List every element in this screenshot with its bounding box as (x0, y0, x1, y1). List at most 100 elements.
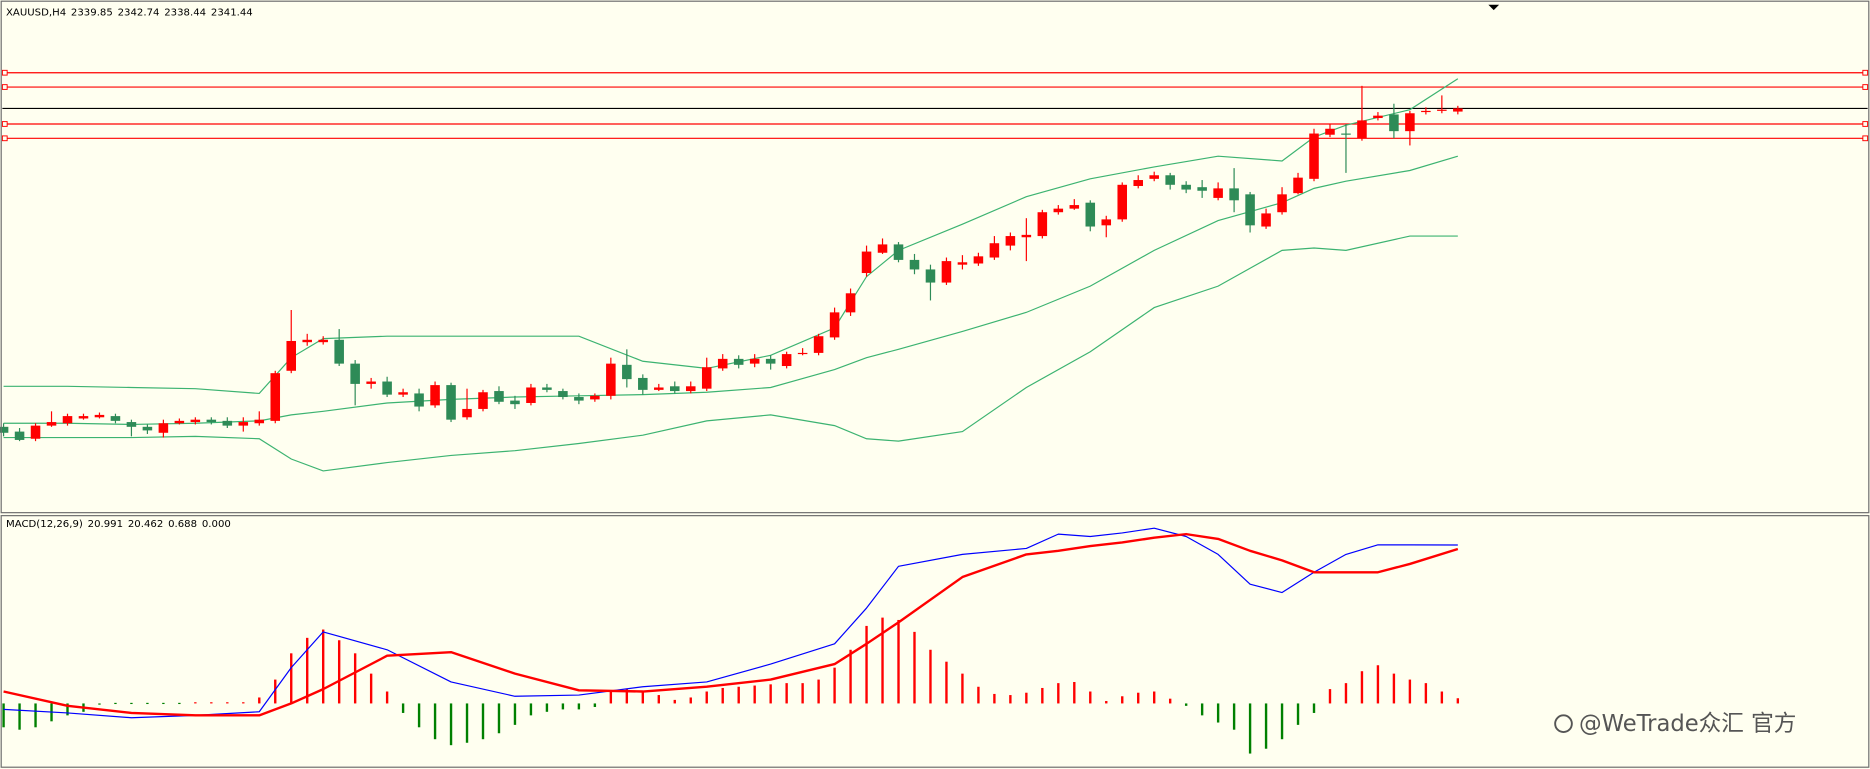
histogram-bar (993, 693, 996, 704)
candle-body (829, 312, 840, 338)
histogram-bar (545, 703, 549, 712)
macd-level-value: 0.000 (202, 519, 231, 530)
candle-body (110, 416, 121, 421)
histogram-bar (433, 703, 437, 740)
candle-body (941, 261, 952, 283)
candle-body (1117, 184, 1128, 220)
macd-header: MACD(12,26,9) 20.991 20.462 0.688 0.000 (6, 519, 231, 530)
macd-signal-value: 20.462 (128, 519, 163, 530)
candle-body (414, 393, 424, 407)
candle-body (685, 386, 696, 392)
watermark: @WeTrade众汇 官方 (1579, 711, 1796, 737)
histogram-bar (274, 679, 277, 704)
band-lower (3, 235, 1458, 472)
histogram-bar (178, 702, 181, 705)
histogram-bar (1344, 683, 1348, 704)
candle-body (606, 363, 616, 396)
histogram-bar (945, 661, 948, 704)
histogram-bar (194, 702, 197, 704)
candle-body (1181, 184, 1191, 190)
watermark-group: @WeTrade众汇 官方 (1554, 711, 1796, 737)
histogram-bar (385, 691, 389, 704)
histogram-bar (258, 697, 261, 704)
candle-body (478, 392, 488, 409)
histogram-bar (961, 673, 964, 704)
candle-body (398, 392, 408, 395)
level-handle (1862, 84, 1869, 90)
macd-panel (2, 527, 1460, 754)
last-high: 2342.74 (118, 8, 160, 19)
candle-body (30, 425, 41, 439)
histogram-bar (753, 685, 756, 704)
candle-body (1037, 212, 1048, 237)
histogram-bar (242, 702, 245, 704)
histogram-bar (290, 653, 293, 704)
candle-body (14, 431, 25, 440)
histogram-bar (1392, 673, 1396, 704)
candle-body (126, 422, 137, 427)
candle-body (1325, 128, 1335, 135)
candle-body (749, 358, 760, 364)
candle-body (382, 381, 392, 395)
histogram-bar (737, 686, 740, 704)
candle-body (78, 416, 89, 419)
last-low: 2338.44 (164, 8, 206, 19)
histogram-bar (114, 702, 117, 705)
histogram-bar (481, 703, 485, 740)
candle-body (1005, 236, 1016, 246)
histogram-bar (913, 631, 916, 704)
candle-body (158, 423, 169, 433)
histogram-bar (497, 703, 501, 734)
histogram-bar (593, 703, 597, 707)
candle-body (797, 352, 808, 355)
candle-body (1357, 120, 1367, 139)
candle-body (1085, 202, 1096, 227)
candle-body (1229, 188, 1239, 201)
histogram-bar (322, 629, 325, 704)
histogram-bar (529, 703, 533, 716)
histogram-bar (561, 703, 565, 710)
candle-body (957, 262, 968, 265)
candle-body (861, 251, 872, 274)
candle-body (462, 408, 472, 418)
candle-body (1293, 177, 1303, 194)
candle-body (1101, 219, 1112, 226)
histogram-bar (130, 702, 133, 705)
candle-body (574, 397, 584, 401)
histogram-bar (577, 703, 581, 710)
candle-body (350, 363, 360, 384)
histogram-bar (865, 625, 868, 704)
candle-body (1277, 194, 1287, 213)
histogram-bar (1312, 703, 1316, 713)
histogram-bar (513, 703, 517, 725)
main-header: XAUUSD,H4 2339.85 2342.74 2338.44 2341.44 (6, 8, 253, 19)
macd-panel-border (0, 515, 1870, 768)
candle-body (0, 426, 9, 433)
histogram-bar (1424, 683, 1428, 704)
histogram-bar (1025, 692, 1028, 704)
candle-body (366, 381, 376, 384)
candle-body (206, 419, 217, 423)
histogram-bar (210, 702, 213, 704)
candle-body (1197, 187, 1207, 191)
candle-body (973, 256, 984, 264)
histogram-bar (1440, 691, 1444, 704)
candle-body (733, 358, 744, 365)
candle-body (270, 373, 281, 421)
candle-body (670, 386, 680, 392)
candle-body (62, 416, 73, 424)
histogram-bar (673, 699, 676, 704)
candle-body (174, 420, 185, 424)
histogram-bar (306, 637, 309, 704)
histogram-bar (401, 703, 405, 713)
band-middle (3, 155, 1459, 426)
level-handle (1, 69, 8, 76)
macd-label: MACD(12,26,9) (6, 519, 83, 530)
candle-body (1133, 180, 1143, 186)
candle-body (1149, 175, 1159, 179)
histogram-bar (625, 689, 629, 704)
candle-body (1213, 188, 1223, 198)
